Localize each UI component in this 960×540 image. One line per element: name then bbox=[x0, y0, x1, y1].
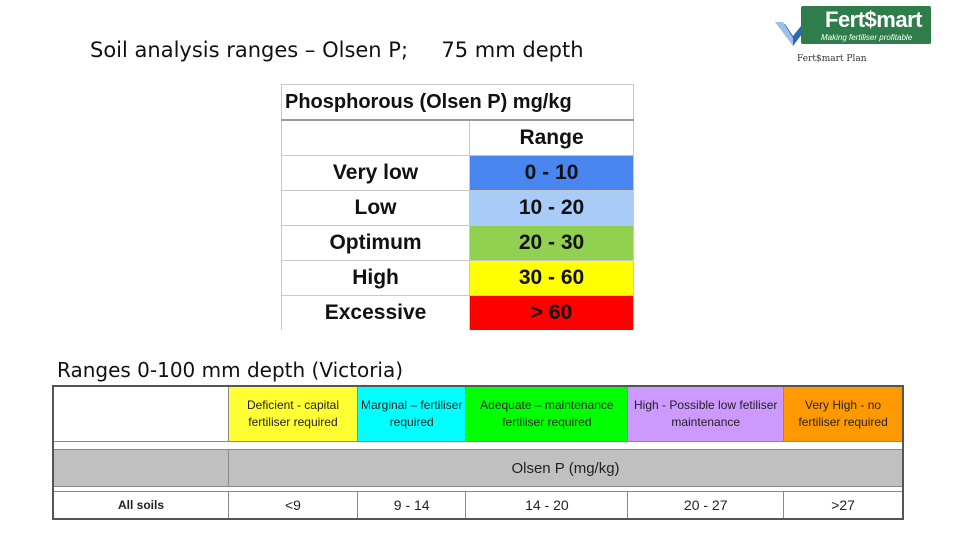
blank-cell bbox=[280, 119, 471, 156]
range-header: Range bbox=[469, 119, 634, 156]
category-cell: Marginal – fertiliser required bbox=[356, 385, 467, 442]
range-header-row: Range bbox=[280, 119, 634, 156]
olsen-p-100mm-table: Deficient - capital fertiliser required … bbox=[52, 385, 904, 520]
table-row: Optimum 20 - 30 bbox=[280, 225, 634, 261]
slide-title: Soil analysis ranges – Olsen P; 75 mm de… bbox=[90, 38, 584, 62]
category-cell: Very High - no fertiliser required bbox=[783, 385, 904, 442]
row-range: 10 - 20 bbox=[469, 190, 634, 226]
row-label: Excessive bbox=[280, 295, 471, 330]
spacer-row bbox=[53, 486, 903, 492]
category-cell: Adequate – maintenance fertiliser requir… bbox=[465, 385, 629, 442]
blank-cell bbox=[52, 385, 229, 442]
logo-box bbox=[801, 6, 931, 44]
row-range: > 60 bbox=[469, 295, 634, 330]
value-cell: 9 - 14 bbox=[356, 491, 467, 520]
value-cell: <9 bbox=[228, 491, 358, 520]
row-range: 30 - 60 bbox=[469, 260, 634, 296]
table-row: Very low 0 - 10 bbox=[280, 155, 634, 191]
table-row: Excessive > 60 bbox=[280, 295, 634, 330]
logo-name: Fert$mart bbox=[825, 7, 922, 32]
logo-subtitle: Fert$mart Plan bbox=[797, 54, 867, 64]
row-label: Low bbox=[280, 190, 471, 226]
spacer-cell bbox=[53, 486, 903, 492]
fertsmart-logo: Fert$mart Making fertiliser profitable F… bbox=[773, 2, 933, 64]
table-row: High 30 - 60 bbox=[280, 260, 634, 296]
category-row: Deficient - capital fertiliser required … bbox=[52, 385, 904, 442]
value-cell: 14 - 20 bbox=[465, 491, 629, 520]
row-range: 0 - 10 bbox=[469, 155, 634, 191]
row-range: 20 - 30 bbox=[469, 225, 634, 261]
values-row: All soils <9 9 - 14 14 - 20 20 - 27 >27 bbox=[52, 491, 904, 520]
row-label: All soils bbox=[52, 491, 229, 520]
table-header-row: Phosphorous (Olsen P) mg/kg bbox=[281, 84, 634, 121]
header-blank-cell bbox=[52, 449, 229, 487]
unit-header-row: Olsen P (mg/kg) bbox=[52, 449, 904, 487]
spacer-row bbox=[53, 441, 903, 450]
value-cell: 20 - 27 bbox=[627, 491, 785, 520]
row-label: Very low bbox=[280, 155, 471, 191]
category-cell: High - Possible low fetiliser maintenanc… bbox=[627, 385, 785, 442]
slide-subtitle: Ranges 0-100 mm depth (Victoria) bbox=[57, 358, 404, 382]
value-cell: >27 bbox=[783, 491, 904, 520]
table-header: Phosphorous (Olsen P) mg/kg bbox=[281, 84, 634, 121]
row-label: Optimum bbox=[280, 225, 471, 261]
table-row: Low 10 - 20 bbox=[280, 190, 634, 226]
row-label: High bbox=[280, 260, 471, 296]
spacer-cell bbox=[53, 441, 903, 450]
category-cell: Deficient - capital fertiliser required bbox=[228, 385, 358, 442]
logo-tagline: Making fertiliser profitable bbox=[821, 33, 913, 42]
unit-header: Olsen P (mg/kg) bbox=[228, 449, 904, 487]
olsen-p-75mm-table: Phosphorous (Olsen P) mg/kg Range Very l… bbox=[280, 84, 634, 330]
